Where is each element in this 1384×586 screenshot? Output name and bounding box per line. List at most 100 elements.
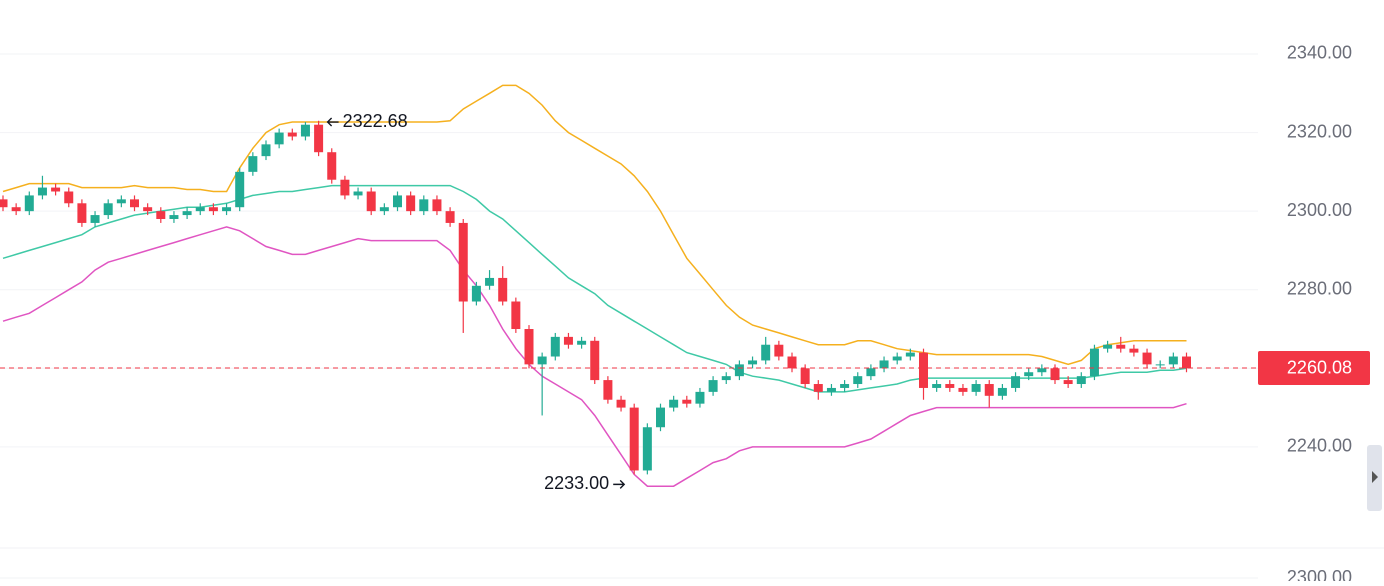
- candle-body: [51, 187, 61, 192]
- candle-body: [577, 340, 587, 345]
- low-arrow: [613, 479, 626, 489]
- candle-body: [905, 352, 915, 357]
- candle-body: [892, 356, 902, 361]
- candle-body: [406, 195, 416, 212]
- candle-body: [524, 329, 534, 365]
- candle-body: [853, 376, 863, 385]
- candle-body: [37, 187, 47, 196]
- candle-body: [866, 368, 876, 377]
- high-arrow: [326, 117, 339, 127]
- candle-body: [550, 336, 560, 357]
- last-price-box: [1258, 350, 1370, 385]
- price-axis: 2240.002260.002280.002300.002320.002340.…: [1258, 43, 1370, 456]
- candle-body: [393, 195, 402, 208]
- candle-body: [642, 427, 652, 471]
- candle-body: [222, 207, 232, 212]
- candle-body: [340, 179, 350, 196]
- candle-body: [1050, 368, 1060, 381]
- candle-body: [11, 207, 21, 212]
- candle-body: [261, 144, 271, 157]
- candle-body: [813, 384, 823, 392]
- candle-body: [958, 387, 968, 392]
- band-line: [2, 226, 1187, 487]
- candle-body: [1037, 368, 1047, 373]
- y-tick-label: 2300.00: [1287, 200, 1352, 220]
- candle-body: [90, 215, 100, 223]
- scroll-handle-arrow[interactable]: [1372, 471, 1378, 483]
- candle-body: [932, 384, 942, 388]
- candle-body: [103, 203, 113, 216]
- candle-body: [195, 207, 205, 212]
- candle-body: [287, 132, 297, 137]
- candle-body: [879, 360, 889, 369]
- candle-body: [629, 407, 639, 471]
- candle-body: [1155, 364, 1165, 366]
- high-annotation: 2322.68: [343, 111, 408, 131]
- candle-body: [603, 380, 613, 400]
- candle-body: [1182, 356, 1191, 369]
- candle-body: [590, 340, 600, 381]
- candle-body: [1024, 372, 1034, 377]
- candle-body: [774, 344, 784, 357]
- candle-body: [840, 384, 850, 388]
- candle-body: [64, 191, 74, 204]
- candle-body: [695, 391, 705, 404]
- candle-body: [458, 222, 468, 302]
- candle-body: [1129, 348, 1139, 353]
- candle-body: [1076, 376, 1086, 385]
- candle-body: [826, 387, 836, 392]
- candle-body: [1142, 352, 1152, 365]
- candle-body: [143, 207, 153, 212]
- candle-body: [656, 407, 665, 428]
- scroll-handle[interactable]: [1367, 445, 1382, 511]
- lower-pane: 2300.00: [0, 547, 1384, 586]
- candle-body: [379, 207, 389, 212]
- candle-body: [156, 211, 166, 220]
- candle-body: [327, 152, 337, 180]
- candle-body: [708, 380, 718, 392]
- candle-body: [919, 352, 928, 388]
- candle-body: [721, 376, 731, 381]
- candle-body: [419, 199, 429, 212]
- candle-body: [485, 277, 495, 286]
- candle-body: [274, 132, 284, 145]
- candle-body: [734, 364, 744, 377]
- candle-body: [669, 399, 679, 408]
- candle-body: [366, 191, 376, 212]
- candle-body: [0, 199, 8, 208]
- y-tick-label: 2300.00: [1287, 567, 1352, 581]
- candle-body: [300, 124, 310, 137]
- candle-body: [182, 211, 192, 216]
- candle-body: [235, 171, 245, 208]
- candle-body: [1089, 348, 1099, 377]
- low-annotation: 2233.00: [544, 473, 609, 493]
- candle-body: [984, 384, 994, 396]
- candle-body: [748, 360, 758, 365]
- main-pane: 2322.68 2233.00: [0, 53, 1258, 493]
- candle-body: [116, 199, 126, 204]
- candle-body: [208, 207, 218, 212]
- candle-body: [563, 336, 573, 345]
- candle-body: [616, 399, 626, 408]
- candle-body: [761, 344, 771, 361]
- band-line: [2, 84, 1187, 366]
- candle-body: [1168, 356, 1178, 365]
- y-tick-label: 2240.00: [1287, 436, 1352, 456]
- y-tick-label: 2340.00: [1287, 43, 1352, 63]
- candle-body: [77, 203, 87, 223]
- candle-body: [1011, 376, 1021, 388]
- candle-body: [997, 387, 1007, 396]
- candle-body: [353, 191, 363, 196]
- candle-body: [800, 368, 810, 385]
- candle-body: [945, 384, 955, 388]
- candle-body: [1116, 344, 1126, 349]
- candle-body: [498, 277, 508, 302]
- candle-body: [971, 384, 981, 392]
- candle-body: [1103, 344, 1113, 349]
- y-tick-label: 2280.00: [1287, 278, 1352, 298]
- candle-body: [511, 301, 521, 330]
- candle-body: [169, 215, 179, 220]
- candle-body: [682, 399, 692, 404]
- candle-body: [471, 285, 481, 302]
